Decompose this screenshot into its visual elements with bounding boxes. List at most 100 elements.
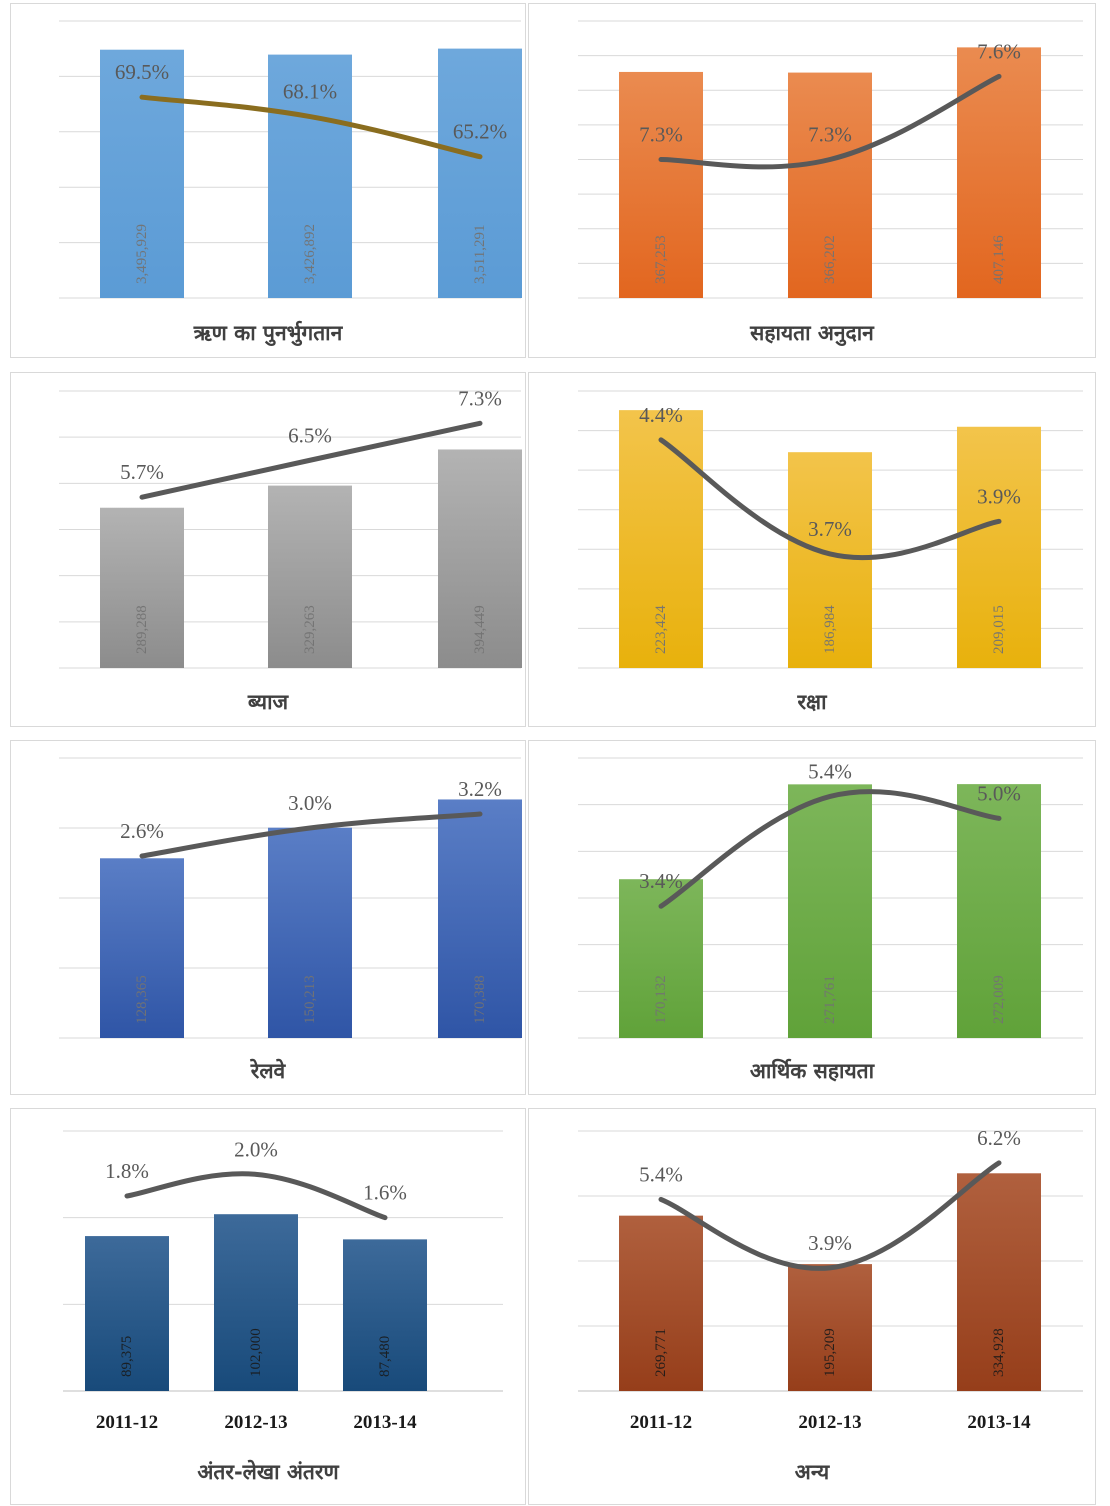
line-value-label: 5.0% [977, 781, 1021, 805]
bar-value-label: 3,426,892 [302, 224, 318, 284]
bar-value-label: 272,009 [991, 975, 1007, 1024]
line-value-label: 1.8% [105, 1159, 149, 1183]
chart-svg: 367,253 366,202 407,146 7.3% 7.3% 7.6% [578, 20, 1083, 299]
bar [438, 449, 522, 668]
line-value-label: 3.9% [977, 484, 1021, 508]
bar-value-label: 195,209 [822, 1328, 838, 1377]
bar [100, 858, 184, 1038]
line-value-label: 3.7% [808, 517, 852, 541]
bar [619, 1215, 703, 1391]
bar [957, 47, 1041, 299]
bar-value-label: 3,495,929 [134, 224, 150, 284]
line-series [658, 437, 1002, 561]
line-value-label: 65.2% [453, 120, 507, 144]
line-value-label: 6.5% [288, 423, 332, 447]
bar-value-label: 269,771 [653, 1328, 669, 1377]
chart-svg: 128,365 150,213 170,388 2.6% 3.0% 3.2% [59, 757, 522, 1039]
chart-title: रक्षा [797, 690, 827, 714]
bar [100, 507, 184, 668]
bar-value-label: 170,132 [653, 975, 669, 1024]
line-value-label: 69.5% [115, 60, 169, 84]
chart-panel-interest: 289,288 329,263 394,449 5.7% 6.5% 7.3% ब्याज [10, 372, 526, 727]
chart-panel-others: 269,771 195,209 334,928 5.4% 3.9% 6.2% 2011-12… [528, 1108, 1096, 1505]
chart-svg: 89,375 102,000 87,480 1.8% 2.0% 1.6% 2011-12 20… [63, 1130, 503, 1433]
bar-value-label: 3,511,291 [472, 225, 488, 284]
category-label: 2013-14 [353, 1412, 417, 1433]
chart-title: रेलवे [250, 1059, 286, 1083]
bar [619, 71, 703, 298]
chart-svg: 3,495,929 3,426,892 3,511,291 69.5% 68.1% 65.… [59, 20, 522, 299]
bar [214, 1214, 298, 1391]
line-series [658, 73, 1002, 170]
line-value-label: 5.4% [639, 1162, 683, 1186]
bar-value-label: 271,761 [822, 975, 838, 1024]
chart-title: अंतर-लेखा अंतरण [197, 1460, 339, 1484]
line-series [658, 789, 1002, 909]
line-value-label: 7.3% [639, 123, 683, 147]
chart-title: सहायता अनुदान [750, 321, 874, 345]
bar [268, 827, 352, 1038]
line-series [124, 1171, 388, 1221]
line-value-label: 3.9% [808, 1231, 852, 1255]
line-series [139, 811, 483, 859]
chart-svg: 223,424 186,984 209,015 4.4% 3.7% 3.9% [578, 390, 1083, 669]
chart-panel-debt-repayment: 3,495,929 3,426,892 3,511,291 69.5% 68.1% 65.… [10, 3, 526, 358]
chart-panel-inter-account-transfer: 89,375 102,000 87,480 1.8% 2.0% 1.6% 2011-12 20… [10, 1108, 526, 1505]
chart-panel-railways: 128,365 150,213 170,388 2.6% 3.0% 3.2% रेलवे [10, 740, 526, 1095]
bar [343, 1239, 427, 1391]
bar-value-label: 170,388 [472, 975, 488, 1024]
category-label: 2013-14 [967, 1412, 1031, 1433]
chart-panel-defence: 223,424 186,984 209,015 4.4% 3.7% 3.9% रक्षा [528, 372, 1096, 727]
chart-title: आर्थिक सहायता [749, 1059, 875, 1083]
chart-svg: 289,288 329,263 394,449 5.7% 6.5% 7.3% [59, 386, 522, 669]
bar-value-label: 334,928 [991, 1328, 1007, 1377]
bar-value-label: 209,015 [991, 605, 1007, 654]
category-label: 2011-12 [96, 1412, 158, 1433]
line-value-label: 3.0% [288, 791, 332, 815]
bar [438, 799, 522, 1038]
category-label: 2011-12 [630, 1412, 692, 1433]
line-value-label: 5.7% [120, 460, 164, 484]
chart-title: ऋण का पुनर्भुगतान [193, 321, 343, 345]
chart-panel-grants-in-aid: 367,253 366,202 407,146 7.3% 7.3% 7.6% सहायता … [528, 3, 1096, 358]
line-value-label: 4.4% [639, 403, 683, 427]
chart-svg: 269,771 195,209 334,928 5.4% 3.9% 6.2% 2011-12… [578, 1126, 1083, 1433]
chart-panel-subsidy: 170,132 271,761 272,009 3.4% 5.4% 5.0% आर्थिक … [528, 740, 1096, 1095]
line-value-label: 7.3% [458, 386, 502, 410]
bar [100, 49, 184, 298]
category-label: 2012-13 [224, 1412, 287, 1433]
line-series [139, 94, 483, 160]
bar-value-label: 289,288 [134, 605, 150, 654]
bar-value-label: 89,375 [119, 1336, 135, 1377]
bar [268, 485, 352, 668]
bar-value-label: 128,365 [134, 975, 150, 1024]
bar-value-label: 394,449 [472, 605, 488, 654]
line-value-label: 6.2% [977, 1126, 1021, 1150]
bar-value-label: 150,213 [302, 975, 318, 1024]
bar-value-label: 329,263 [302, 605, 318, 654]
bar [85, 1236, 169, 1391]
bar [619, 410, 703, 668]
line-series [139, 420, 483, 500]
line-value-label: 5.4% [808, 759, 852, 783]
bar [788, 72, 872, 298]
chart-title: अन्य [794, 1460, 830, 1484]
bar-value-label: 407,146 [991, 235, 1007, 284]
chart-title: ब्याज [247, 690, 289, 714]
bar [788, 1264, 872, 1391]
bar [957, 426, 1041, 668]
bar [957, 1173, 1041, 1391]
line-value-label: 3.4% [639, 869, 683, 893]
bar [788, 784, 872, 1038]
line-value-label: 68.1% [283, 80, 337, 104]
line-value-label: 7.6% [977, 39, 1021, 63]
bar [438, 48, 522, 298]
category-label: 2012-13 [798, 1412, 861, 1433]
bar-value-label: 87,480 [377, 1336, 393, 1377]
line-value-label: 2.6% [120, 819, 164, 843]
line-value-label: 2.0% [234, 1137, 278, 1161]
bar-value-label: 223,424 [653, 605, 669, 654]
bar-value-label: 186,984 [822, 605, 838, 654]
line-value-label: 7.3% [808, 123, 852, 147]
bar [788, 452, 872, 668]
